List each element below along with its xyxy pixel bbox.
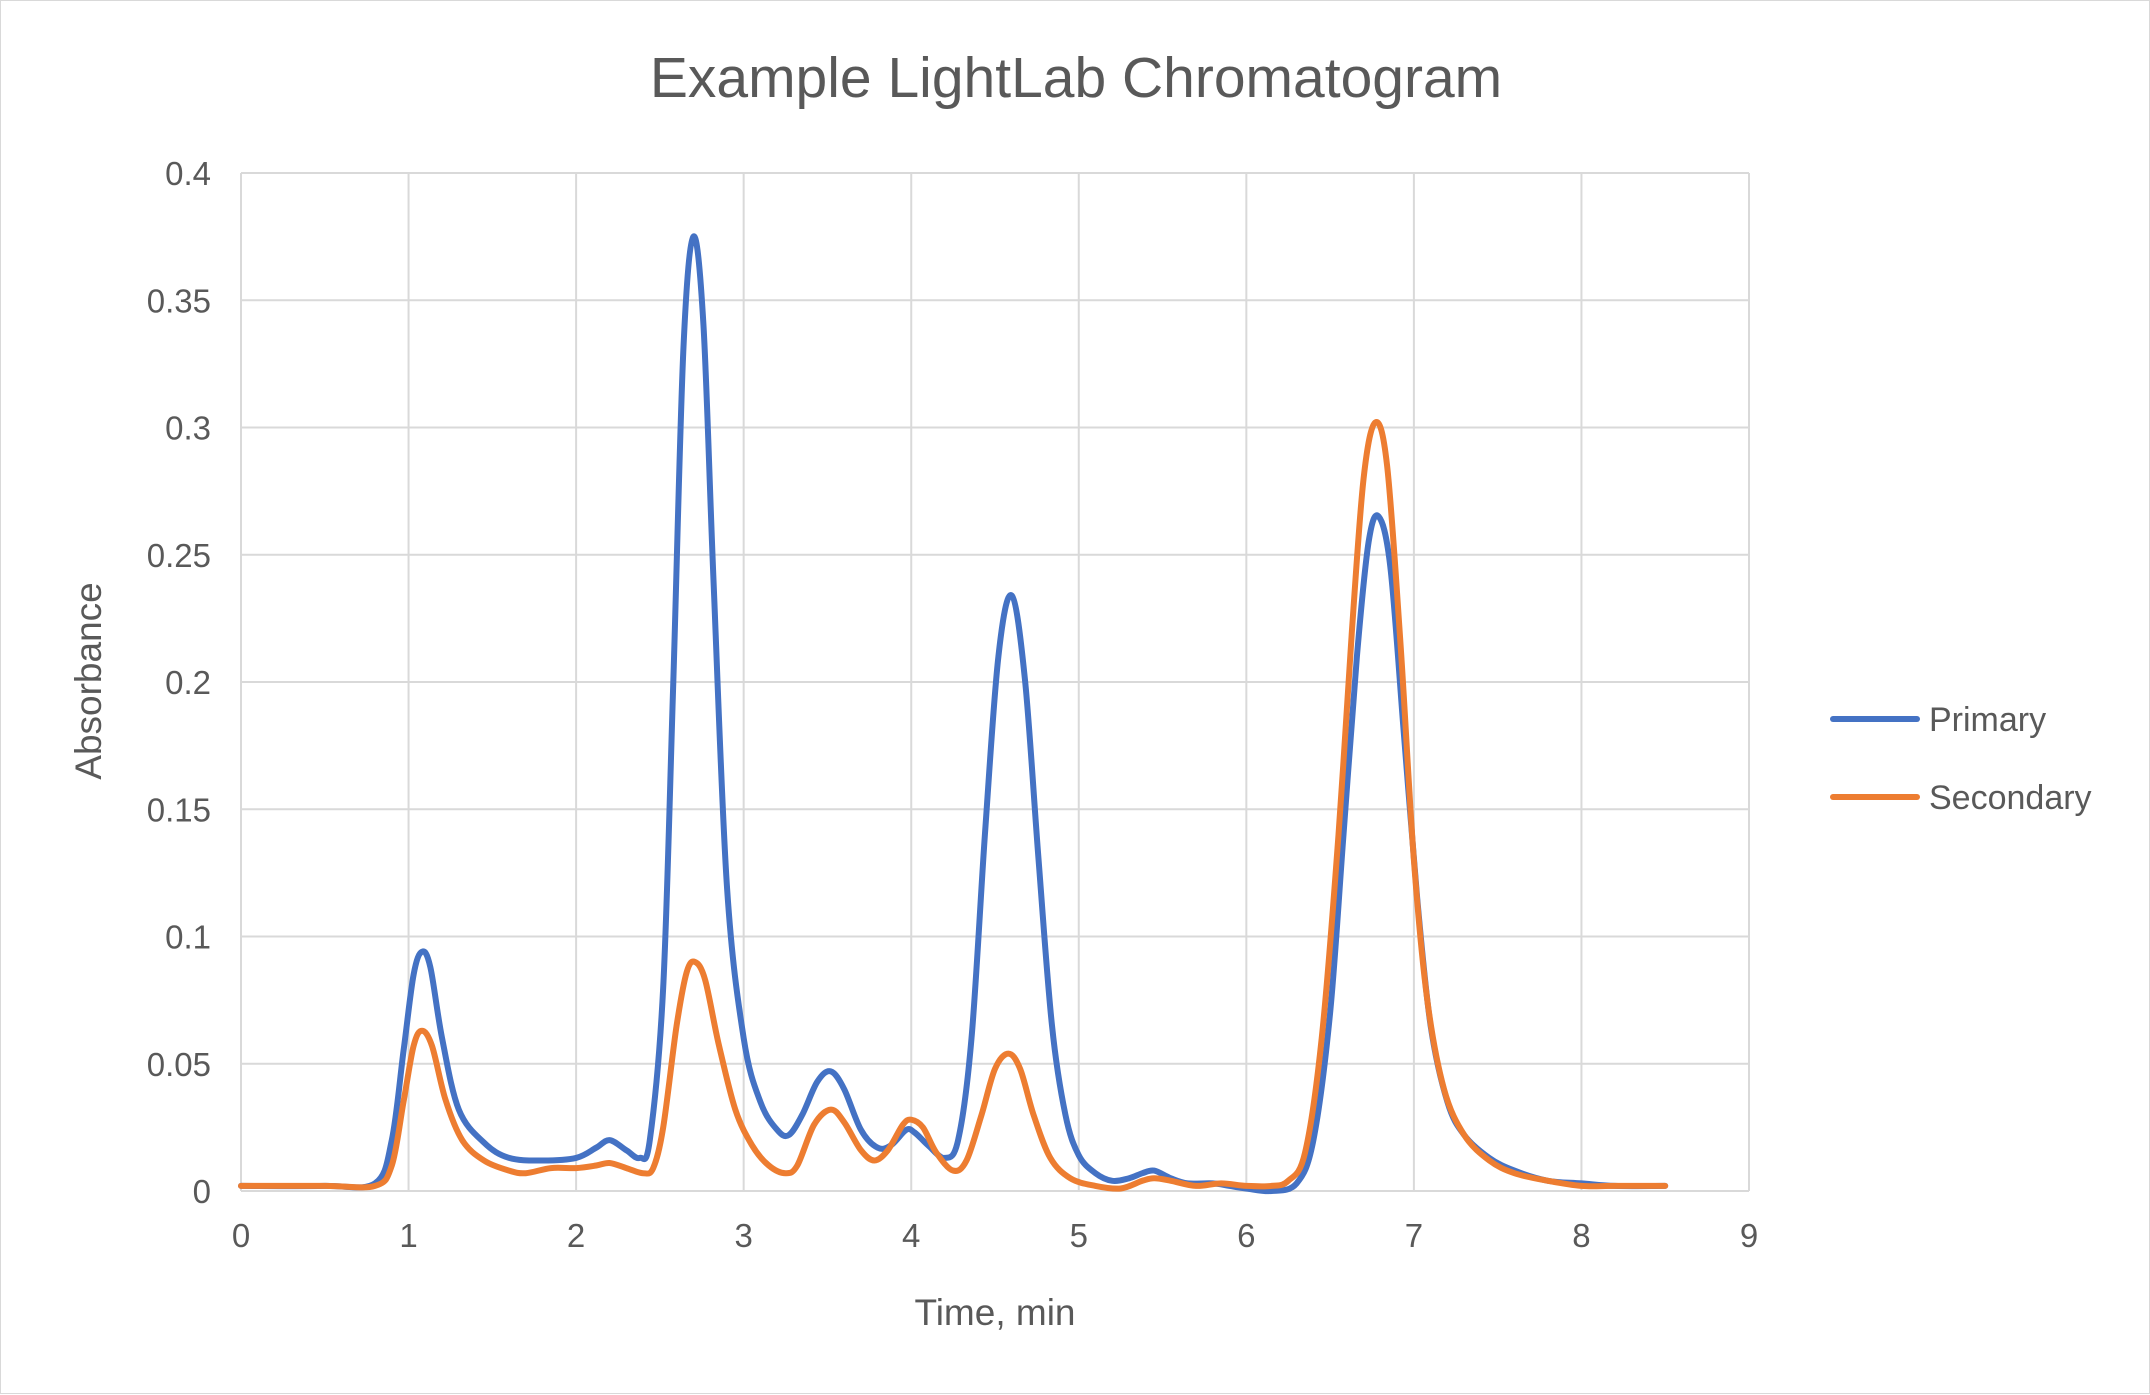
x-tick-label: 6 [1237, 1217, 1255, 1254]
x-tick-label: 9 [1740, 1217, 1758, 1254]
chart-title: Example LightLab Chromatogram [650, 46, 1502, 110]
x-tick-label: 8 [1572, 1217, 1590, 1254]
y-tick-label: 0.4 [165, 155, 211, 192]
y-tick-label: 0.25 [147, 537, 211, 574]
y-tick-label: 0.35 [147, 282, 211, 319]
y-axis-ticks: 0 0.05 0.1 0.15 0.2 0.25 0.3 0.35 0.4 [147, 155, 211, 1210]
x-tick-label: 7 [1405, 1217, 1423, 1254]
series-lines [238, 233, 1669, 1195]
legend-label-primary: Primary [1929, 701, 2046, 739]
series-line-secondary [238, 419, 1669, 1192]
x-tick-label: 2 [567, 1217, 585, 1254]
y-tick-label: 0.1 [165, 919, 211, 956]
y-axis-label: Absorbance [68, 582, 109, 779]
y-tick-label: 0 [193, 1173, 211, 1210]
x-tick-label: 1 [399, 1217, 417, 1254]
x-tick-label: 5 [1070, 1217, 1088, 1254]
x-axis-label: Time, min [914, 1292, 1075, 1333]
y-tick-label: 0.2 [165, 664, 211, 701]
y-tick-label: 0.05 [147, 1046, 211, 1083]
series-line-primary [238, 233, 1669, 1195]
legend-label-secondary: Secondary [1929, 779, 2092, 817]
x-axis-ticks: 0 1 2 3 4 5 6 7 8 9 [232, 1217, 1758, 1254]
x-tick-label: 4 [902, 1217, 920, 1254]
legend: Primary Secondary [1830, 701, 2092, 817]
y-tick-label: 0.15 [147, 791, 211, 828]
x-tick-label: 0 [232, 1217, 250, 1254]
x-tick-label: 3 [734, 1217, 752, 1254]
y-tick-label: 0.3 [165, 410, 211, 447]
